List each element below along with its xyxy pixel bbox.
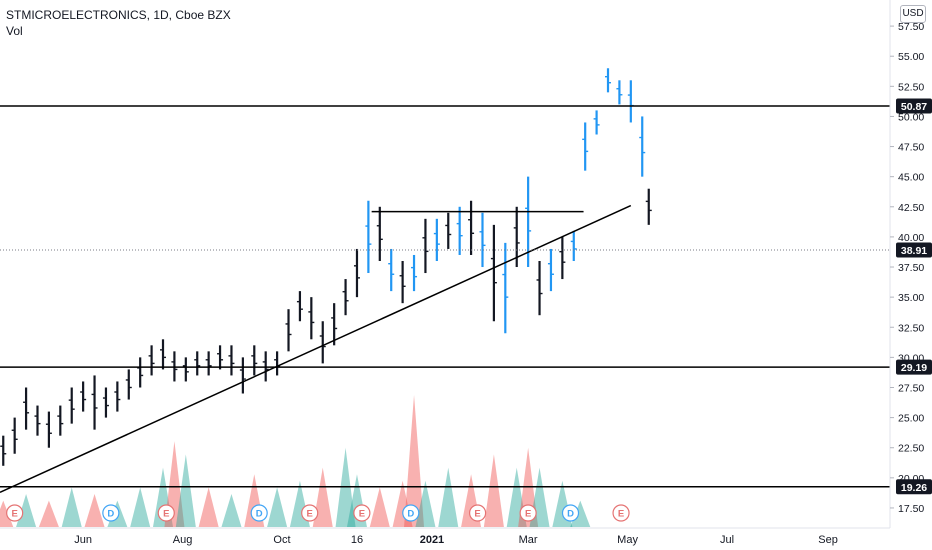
volume-bar <box>130 487 151 527</box>
volume-bar <box>570 500 591 527</box>
volume-bar <box>16 494 37 527</box>
y-tick-label: 47.50 <box>898 142 924 154</box>
price-tag: 50.87 <box>896 98 932 114</box>
price-axis: 17.5020.0022.5025.0027.5030.0032.5035.00… <box>889 0 924 528</box>
earnings-marker[interactable]: E <box>353 504 371 522</box>
x-tick-label: Jul <box>720 534 734 546</box>
earnings-marker[interactable]: E <box>301 504 319 522</box>
dividend-marker[interactable]: D <box>402 504 420 522</box>
currency-button[interactable]: USD <box>900 5 926 23</box>
y-tick-label: 27.50 <box>898 382 924 394</box>
x-tick-label: Sep <box>818 534 838 546</box>
y-tick-label: 25.00 <box>898 413 924 425</box>
symbol-title: STMICROELECTRONICS, 1D, Cboe BZX <box>6 8 231 22</box>
volume-bar <box>483 454 504 527</box>
price-tag-box <box>896 98 932 114</box>
earnings-marker[interactable]: E <box>519 504 537 522</box>
event-circle <box>561 504 580 522</box>
y-tick-label: 52.50 <box>898 81 924 93</box>
price-tag-box <box>896 359 932 375</box>
event-circle <box>353 504 371 522</box>
earnings-marker[interactable]: E <box>157 504 175 522</box>
event-circle <box>250 504 268 522</box>
volume-label: Vol <box>6 24 23 38</box>
y-tick-label: 42.50 <box>898 202 924 214</box>
price-tag: 29.19 <box>896 359 932 375</box>
chart-legend: STMICROELECTRONICS, 1D, Cboe BZX Vol <box>6 7 231 39</box>
earnings-marker[interactable]: E <box>6 504 24 522</box>
event-circle <box>157 504 175 522</box>
price-tag-box <box>896 242 932 258</box>
dividend-marker[interactable]: D <box>561 504 580 522</box>
price-tag: 38.91 <box>896 242 932 258</box>
x-tick-label: 2021 <box>420 534 444 546</box>
y-tick-label: 55.00 <box>898 51 924 63</box>
x-tick-label: Mar <box>519 534 538 546</box>
event-letter: E <box>307 509 313 520</box>
y-tick-label: 50.00 <box>898 111 924 123</box>
drawings <box>0 105 890 493</box>
price-tag-box <box>896 479 932 495</box>
event-letter: D <box>256 509 263 520</box>
x-tick-label: May <box>617 534 638 546</box>
y-tick-label: 35.00 <box>898 292 924 304</box>
event-letter: E <box>163 509 169 520</box>
earnings-marker[interactable]: E <box>469 504 487 522</box>
event-circle <box>102 504 120 522</box>
y-tick-label: 45.00 <box>898 172 924 184</box>
event-circle <box>469 504 487 522</box>
event-letter: D <box>407 509 414 520</box>
volume-bar <box>175 454 196 527</box>
event-circle <box>519 504 537 522</box>
y-tick-label: 17.50 <box>898 503 924 515</box>
dividend-marker[interactable]: D <box>102 504 120 522</box>
price-tags: 50.87 29.19 19.26 38.91 <box>896 98 932 495</box>
volume-series <box>0 395 591 527</box>
y-tick-label: 37.50 <box>898 262 924 274</box>
y-tick-label: 57.50 <box>898 21 924 33</box>
volume-bar <box>84 494 105 527</box>
x-tick-label: 16 <box>351 534 363 546</box>
price-tag-label: 50.87 <box>901 101 927 113</box>
event-circle <box>402 504 420 522</box>
event-letter: E <box>525 509 531 520</box>
volume-bar <box>38 500 59 527</box>
volume-bar <box>221 494 242 527</box>
event-circle <box>612 504 630 522</box>
event-letter: D <box>567 509 574 520</box>
event-letter: E <box>618 509 624 520</box>
y-tick-label: 40.00 <box>898 232 924 244</box>
y-tick-label: 32.50 <box>898 322 924 334</box>
earnings-marker[interactable]: E <box>612 504 630 522</box>
x-tick-label: Jun <box>74 534 92 546</box>
price-bars <box>0 68 652 466</box>
trend-line <box>0 204 632 493</box>
volume-bar <box>415 480 436 527</box>
price-tag: 19.26 <box>896 479 932 495</box>
event-letter: D <box>107 509 114 520</box>
volume-bar <box>404 395 425 527</box>
volume-bar <box>267 487 288 527</box>
time-axis: Jun Aug Oct 16 2021 Mar May Jul Sep <box>0 527 890 546</box>
event-letter: E <box>359 509 365 520</box>
volume-bar <box>198 487 219 527</box>
y-tick-label: 22.50 <box>898 443 924 455</box>
volume-bar <box>369 487 390 527</box>
dividend-marker[interactable]: D <box>250 504 268 522</box>
volume-bar <box>438 467 459 527</box>
x-tick-label: Aug <box>173 534 193 546</box>
price-tag-label: 19.26 <box>901 482 927 494</box>
x-tick-label: Oct <box>273 534 290 546</box>
event-letter: E <box>474 509 480 520</box>
volume-bar <box>61 487 82 527</box>
price-tag-label: 29.19 <box>901 362 927 374</box>
price-tag-label: 38.91 <box>901 245 927 257</box>
event-letter: E <box>11 509 17 520</box>
event-circle <box>301 504 319 522</box>
event-circle <box>6 504 24 522</box>
